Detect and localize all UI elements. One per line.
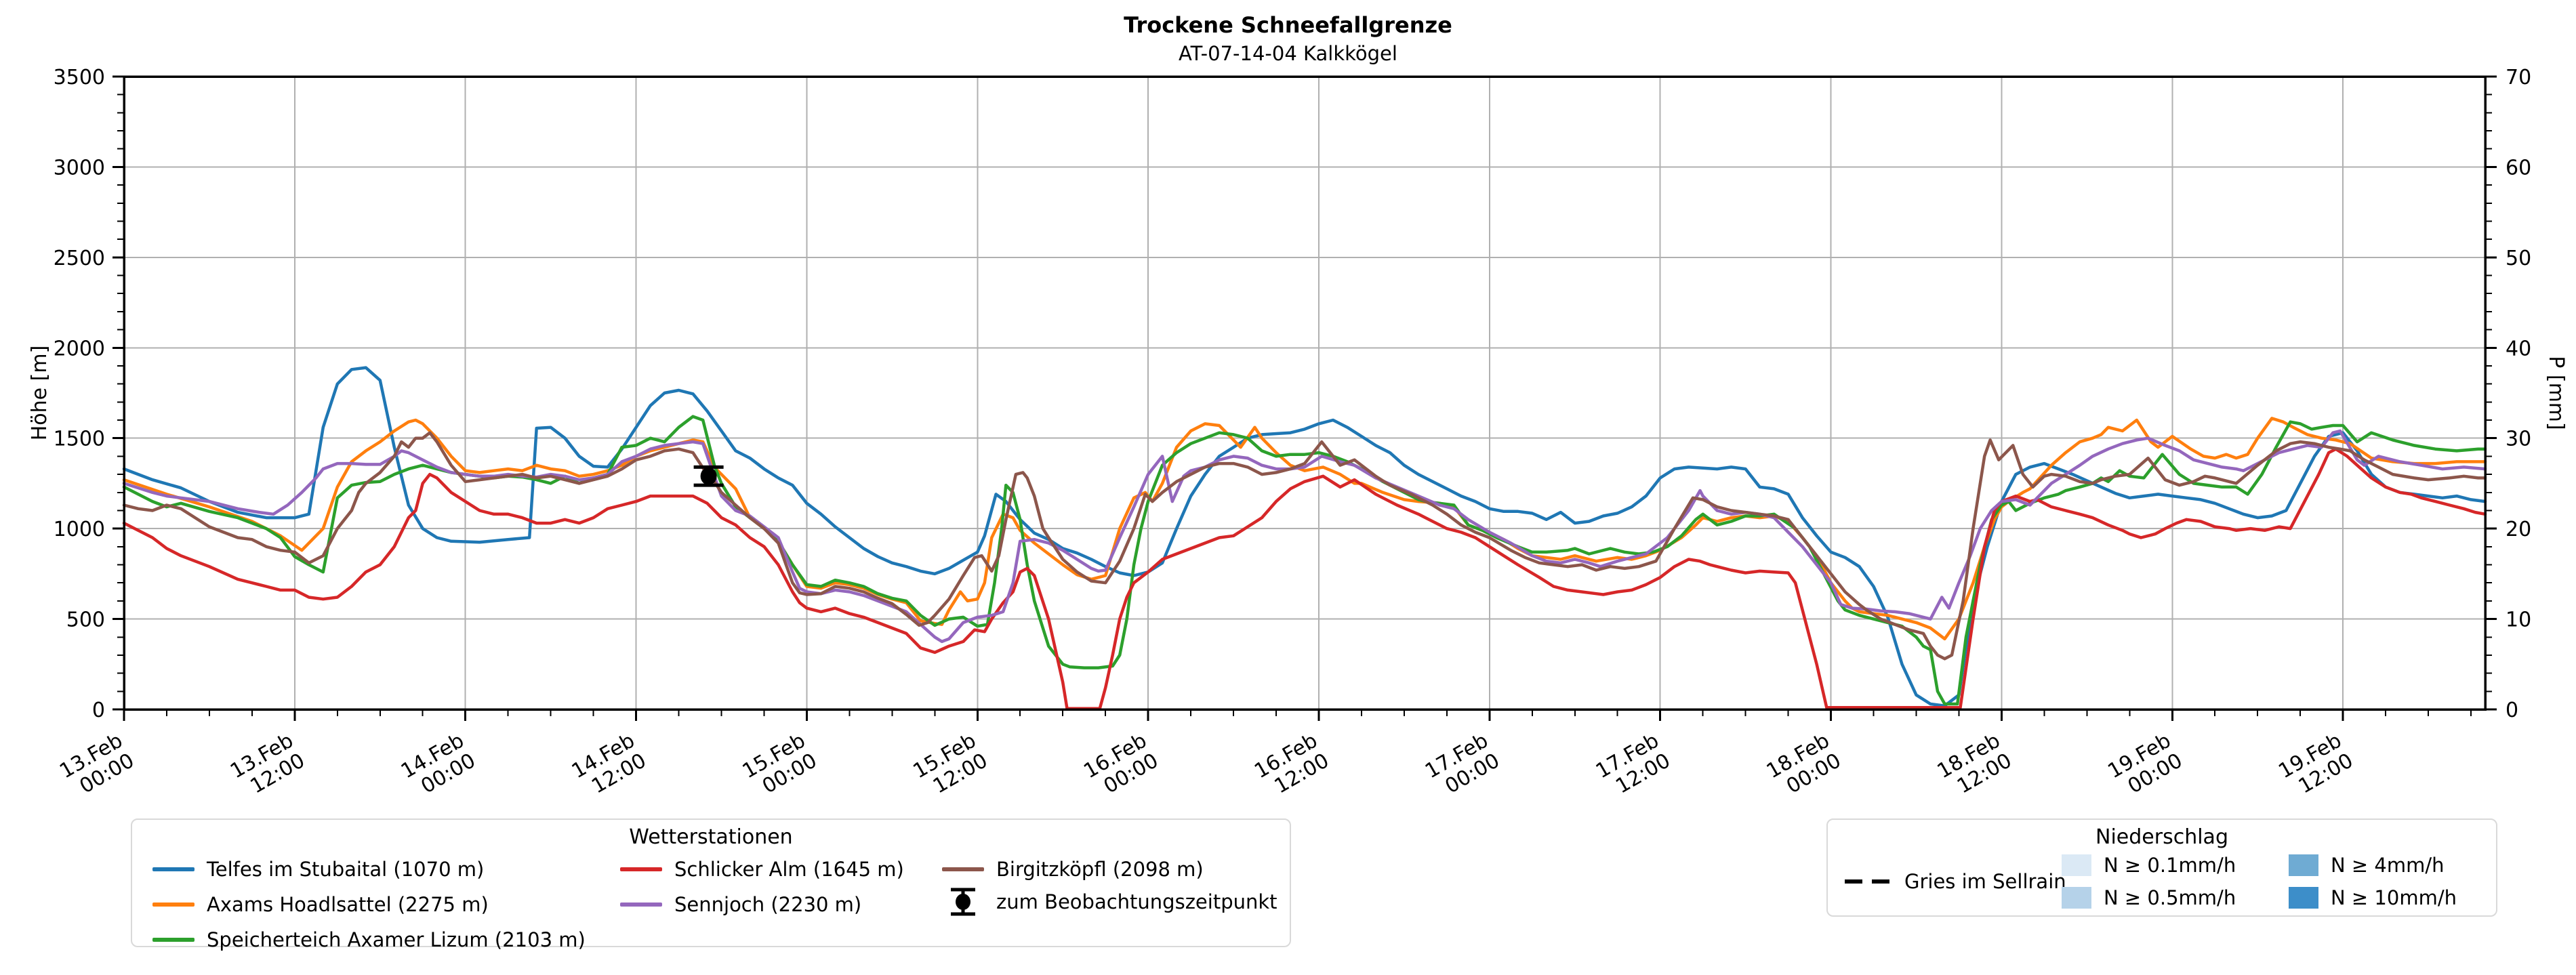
legend-item-schlicker: Schlicker Alm (1645 m) — [620, 856, 904, 883]
legend-item-label: N ≥ 4mm/h — [2331, 854, 2445, 877]
y-left-tick-label: 3000 — [54, 156, 105, 180]
precip-01-patch — [2062, 854, 2091, 876]
legend-item-label: N ≥ 0.5mm/h — [2104, 886, 2236, 909]
legend-item-label: zum Beobachtungszeitpunkt — [996, 890, 1277, 913]
legend-item-label: Birgitzköpfl (2098 m) — [996, 858, 1204, 881]
plot-frame — [123, 75, 2487, 711]
y-right-tick-label: 50 — [2506, 247, 2531, 270]
legend-item-label: Gries im Sellrain — [1904, 870, 2066, 893]
x-tick-label: 13.Feb00:00 — [56, 729, 138, 804]
y-right-tick-label: 10 — [2506, 608, 2531, 632]
legend-item-label: N ≥ 0.1mm/h — [2104, 854, 2236, 877]
y-right-tick-label: 0 — [2506, 699, 2518, 722]
legend-item-observation-time: zum Beobachtungszeitpunkt — [942, 888, 1277, 916]
legend-item-precip-10: N ≥ 10mm/h — [2289, 884, 2457, 911]
observation-marker-icon — [951, 888, 975, 916]
legend-item-precip-4: N ≥ 4mm/h — [2289, 852, 2445, 879]
legend-item-sennjoch: Sennjoch (2230 m) — [620, 891, 861, 918]
legend-item-label: Speicherteich Axamer Lizum (2103 m) — [207, 928, 586, 951]
legend-item-precip-01: N ≥ 0.1mm/h — [2062, 852, 2236, 879]
legend-item-speicherteich: Speicherteich Axamer Lizum (2103 m) — [152, 926, 586, 953]
legend-precipitation: Niederschlag Gries im Sellrain N ≥ 0.1mm… — [1826, 818, 2497, 917]
x-tick-label: 19.Feb00:00 — [2104, 729, 2186, 804]
y-left-tick-label: 1000 — [54, 518, 105, 541]
x-tick-label: 18.Feb00:00 — [1763, 729, 1845, 804]
series-line-3 — [122, 447, 2487, 710]
y-left-tick-label: 0 — [92, 699, 105, 722]
x-tick-label: 18.Feb12:00 — [1934, 729, 2016, 804]
sennjoch-line-swatch — [620, 903, 662, 907]
schlicker-line-swatch — [620, 867, 662, 871]
observation-marker — [700, 467, 717, 485]
legend-item-telfes: Telfes im Stubaital (1070 m) — [152, 856, 484, 883]
y-right-tick-label: 60 — [2506, 156, 2531, 180]
y-left-tick-label: 2500 — [54, 247, 105, 270]
series-line-4 — [122, 429, 2487, 644]
series-line-0 — [122, 366, 2487, 707]
page-subtitle: AT-07-14-04 Kalkkögel — [1179, 42, 1397, 65]
x-tick-label: 16.Feb12:00 — [1250, 729, 1333, 804]
x-tick-label: 14.Feb12:00 — [568, 729, 651, 804]
y-right-tick-label: 20 — [2506, 518, 2531, 541]
gries-dashed-line-swatch — [1845, 879, 1892, 884]
x-tick-label: 13.Feb12:00 — [226, 729, 309, 804]
y-right-tick-label: 40 — [2506, 337, 2531, 360]
y-right-tick-label: 70 — [2506, 66, 2531, 89]
telfes-line-swatch — [152, 867, 195, 871]
y-left-tick-label: 2000 — [54, 337, 105, 360]
series-line-2 — [122, 415, 2487, 706]
precip-05-patch — [2062, 887, 2091, 909]
precip-4-patch — [2289, 854, 2318, 876]
x-tick-label: 15.Feb00:00 — [739, 729, 821, 804]
legend-item-label: Axams Hoadlsattel (2275 m) — [207, 893, 489, 916]
y-left-tick-label: 3500 — [54, 66, 105, 89]
legend-weather-stations: Wetterstationen Telfes im Stubaital (107… — [131, 818, 1291, 951]
birgitzkoepfl-line-swatch — [942, 867, 984, 871]
x-tick-label: 17.Feb12:00 — [1592, 729, 1675, 804]
legend-weather-stations-title: Wetterstationen — [629, 825, 793, 849]
x-tick-label: 19.Feb12:00 — [2274, 729, 2357, 804]
precip-10-patch — [2289, 887, 2318, 909]
y-left-tick-label: 500 — [66, 608, 105, 632]
legend-item-axams: Axams Hoadlsattel (2275 m) — [152, 891, 489, 918]
legend-item-label: Schlicker Alm (1645 m) — [674, 858, 904, 881]
x-tick-label: 15.Feb12:00 — [909, 729, 991, 804]
speicherteich-line-swatch — [152, 938, 195, 942]
legend-item-birgitzkoepfl: Birgitzköpfl (2098 m) — [942, 856, 1204, 883]
legend-item-label: N ≥ 10mm/h — [2331, 886, 2457, 909]
x-tick-label: 17.Feb00:00 — [1421, 729, 1504, 804]
x-tick-label: 16.Feb00:00 — [1080, 729, 1162, 804]
legend-item-label: Telfes im Stubaital (1070 m) — [207, 858, 485, 881]
series-line-5 — [122, 431, 2487, 661]
legend-item-label: Sennjoch (2230 m) — [674, 893, 862, 916]
y-left-tick-label: 1500 — [54, 428, 105, 451]
page-title: Trockene Schneefallgrenze — [1124, 12, 1452, 38]
legend-item-gries: Gries im Sellrain — [1845, 868, 2066, 895]
axams-line-swatch — [152, 903, 195, 907]
legend-precipitation-title: Niederschlag — [2095, 825, 2228, 849]
y-right-axis-label: P [mm] — [2544, 356, 2568, 430]
y-left-axis-label: Höhe [m] — [28, 346, 52, 441]
x-tick-label: 14.Feb00:00 — [397, 729, 480, 804]
y-right-tick-label: 30 — [2506, 428, 2531, 451]
legend-item-precip-05: N ≥ 0.5mm/h — [2062, 884, 2236, 911]
